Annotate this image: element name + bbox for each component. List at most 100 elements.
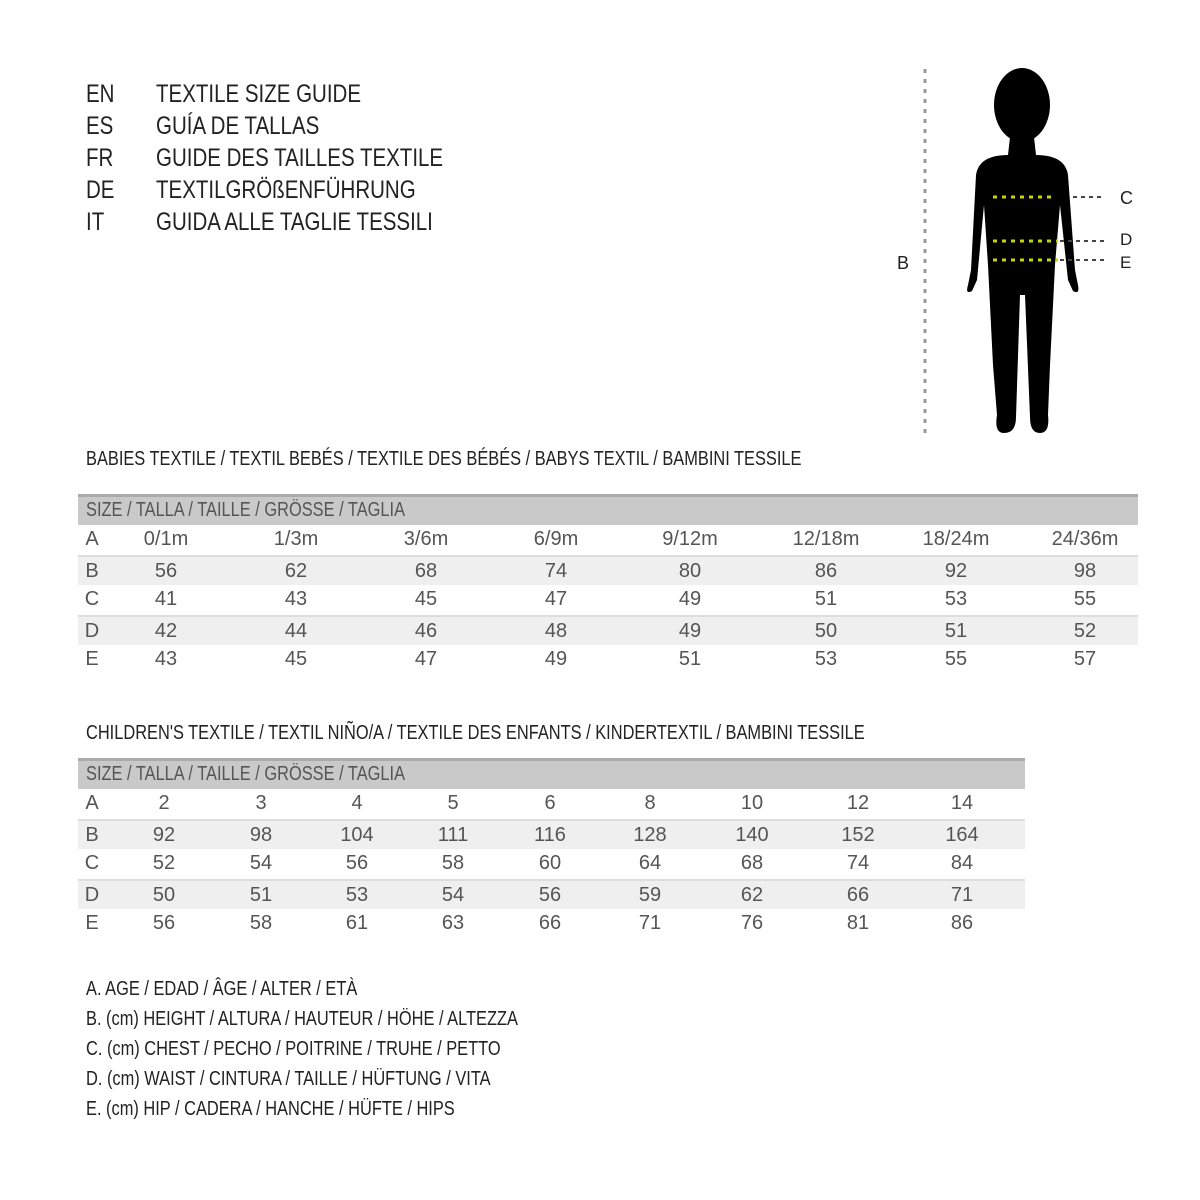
table-cell: 41 (154, 588, 178, 610)
table-cell: 42 (154, 620, 178, 642)
table-cell: 50 (814, 620, 838, 642)
header-text: SIZE / TALLA / TAILLE / GRÖSSE / TAGLIA (86, 499, 406, 521)
table-cell: 3/6m (403, 528, 449, 550)
table-cell: 98 (1073, 560, 1097, 582)
table-cell: 51 (814, 588, 838, 610)
table-cell: 50 (152, 884, 176, 906)
table-cell: 56 (345, 852, 369, 874)
table-cell: 24/36m (1051, 528, 1119, 550)
heading-text: BABIES TEXTILE / TEXTIL BEBÉS / TEXTILE … (86, 448, 802, 470)
title-en: EN TEXTILE SIZE GUIDE (86, 79, 536, 109)
row-label: A (85, 528, 99, 550)
title-de: DE TEXTILGRÖßENFÜHRUNG (86, 175, 536, 205)
title-it: IT GUIDA ALLE TAGLIE TESSILI (86, 207, 536, 237)
row-label: C (84, 588, 100, 610)
legend-item-c: C. (cm) CHEST / PECHO / POITRINE / TRUHE… (86, 1037, 592, 1061)
legend-text: A. AGE / EDAD / ÂGE / ALTER / ETÀ (86, 978, 358, 1000)
title-text: TEXTILGRÖßENFÜHRUNG (156, 176, 416, 204)
table-cell: 164 (945, 824, 979, 846)
table-cell: 66 (538, 912, 562, 934)
table-cell: 62 (740, 884, 764, 906)
row-label: A (85, 792, 99, 814)
babies-heading: BABIES TEXTILE / TEXTIL BEBÉS / TEXTILE … (86, 448, 959, 471)
table-cell: 62 (284, 560, 308, 582)
children-heading: CHILDREN'S TEXTILE / TEXTIL NIÑO/A / TEX… (86, 722, 1036, 745)
table-cell: 12 (846, 792, 870, 814)
child-silhouette-figure: B C D E (897, 68, 1133, 433)
table-cell: 0/1m (143, 528, 189, 550)
table-cell: 6/9m (533, 528, 579, 550)
table-cell: 140 (735, 824, 769, 846)
table-row-c: C 52 54 56 58 60 64 68 74 84 (78, 849, 1025, 879)
table-cell: 71 (638, 912, 662, 934)
table-cell: 10 (740, 792, 764, 814)
table-cell: 2 (158, 792, 170, 814)
table-row-c: C 41 43 45 47 49 51 53 55 (78, 585, 1138, 615)
legend-item-e: E. (cm) HIP / CADERA / HANCHE / HÜFTE / … (86, 1097, 536, 1121)
table-cell: 3 (255, 792, 267, 814)
legend-text: D. (cm) WAIST / CINTURA / TAILLE / HÜFTU… (86, 1068, 491, 1090)
row-label: C (84, 852, 100, 874)
table-cell: 51 (678, 648, 702, 670)
table-cell: 44 (284, 620, 308, 642)
table-cell: 152 (841, 824, 875, 846)
table-header: SIZE / TALLA / TAILLE / GRÖSSE / TAGLIA (78, 758, 1025, 789)
table-cell: 56 (538, 884, 562, 906)
table-cell: 49 (544, 648, 568, 670)
table-cell: 74 (544, 560, 568, 582)
table-row-b: B 56 62 68 74 80 86 92 98 (78, 555, 1138, 585)
table-cell: 53 (814, 648, 838, 670)
table-cell: 86 (950, 912, 974, 934)
table-cell: 71 (950, 884, 974, 906)
table-cell: 55 (1073, 588, 1097, 610)
table-cell: 14 (950, 792, 974, 814)
table-cell: 56 (152, 912, 176, 934)
table-row-a: A 2 3 4 5 6 8 10 12 14 (78, 789, 1025, 819)
table-cell: 61 (345, 912, 369, 934)
table-cell: 92 (944, 560, 968, 582)
table-cell: 58 (249, 912, 273, 934)
table-cell: 45 (414, 588, 438, 610)
table-cell: 104 (340, 824, 374, 846)
table-cell: 5 (447, 792, 459, 814)
table-cell: 56 (154, 560, 178, 582)
label-b: B (897, 253, 909, 273)
legend-text: B. (cm) HEIGHT / ALTURA / HAUTEUR / HÖHE… (86, 1008, 518, 1030)
table-cell: 52 (152, 852, 176, 874)
label-d: D (1120, 230, 1132, 249)
table-cell: 64 (638, 852, 662, 874)
row-label: D (84, 620, 100, 642)
table-cell: 98 (249, 824, 273, 846)
table-cell: 68 (740, 852, 764, 874)
babies-size-table: SIZE / TALLA / TAILLE / GRÖSSE / TAGLIA A… (78, 494, 1138, 675)
lang-code: ES (86, 112, 114, 140)
table-row-e: E 43 45 47 49 51 53 55 57 (78, 645, 1138, 675)
table-cell: 1/3m (273, 528, 319, 550)
table-row-b: B 92 98 104 111 116 128 140 152 164 (78, 819, 1025, 849)
table-cell: 47 (544, 588, 568, 610)
table-cell: 111 (437, 824, 469, 846)
table-cell: 51 (944, 620, 968, 642)
table-cell: 8 (644, 792, 656, 814)
lang-code: FR (86, 144, 114, 172)
table-cell: 43 (284, 588, 308, 610)
table-cell: 43 (154, 648, 178, 670)
header-text: SIZE / TALLA / TAILLE / GRÖSSE / TAGLIA (86, 763, 406, 785)
children-size-table: SIZE / TALLA / TAILLE / GRÖSSE / TAGLIA A… (78, 758, 1025, 939)
table-cell: 86 (814, 560, 838, 582)
label-c: C (1120, 188, 1133, 208)
title-text: GUIDA ALLE TAGLIE TESSILI (156, 208, 433, 236)
table-cell: 49 (678, 588, 702, 610)
table-row-d: D 42 44 46 48 49 50 51 52 (78, 615, 1138, 645)
table-cell: 53 (944, 588, 968, 610)
table-cell: 53 (345, 884, 369, 906)
table-cell: 18/24m (922, 528, 990, 550)
table-cell: 54 (441, 884, 465, 906)
legend-text: E. (cm) HIP / CADERA / HANCHE / HÜFTE / … (86, 1098, 455, 1120)
title-text: GUIDE DES TAILLES TEXTILE (156, 144, 444, 172)
table-row-e: E 56 58 61 63 66 71 76 81 86 (78, 909, 1025, 939)
table-cell: 48 (544, 620, 568, 642)
title-es: ES GUÍA DE TALLAS (86, 111, 536, 141)
table-cell: 80 (678, 560, 702, 582)
lang-code: DE (86, 176, 115, 204)
